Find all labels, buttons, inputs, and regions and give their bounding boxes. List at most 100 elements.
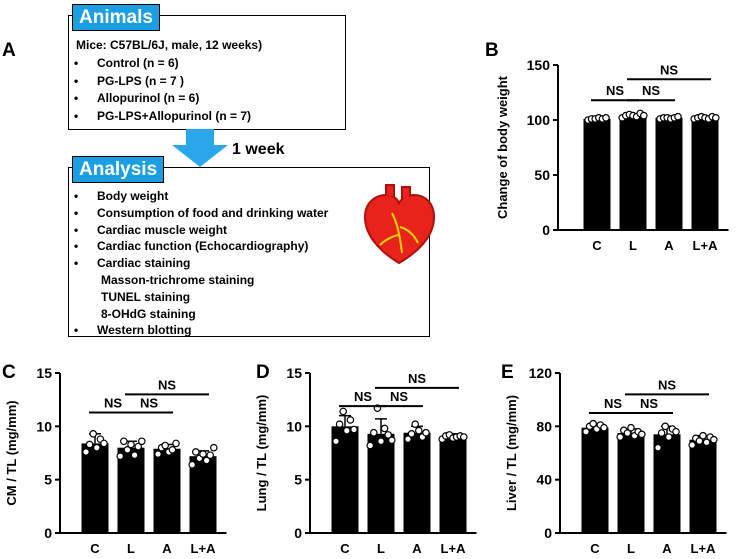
data-point — [674, 112, 682, 121]
data-point — [589, 419, 598, 428]
data-point — [85, 440, 94, 449]
data-point — [702, 438, 711, 447]
significance-label: NS — [640, 396, 658, 411]
analysis-bullet: • — [74, 205, 79, 220]
x-tick-label: A — [662, 541, 672, 556]
data-point — [188, 460, 197, 469]
data-point — [616, 433, 625, 441]
analysis-item: Cardiac function (Echocardiography) — [97, 239, 309, 254]
bar — [619, 115, 647, 230]
significance-label: NS — [606, 83, 624, 98]
down-arrow-icon — [172, 129, 228, 167]
panel-label-d: D — [256, 362, 270, 383]
data-point — [346, 416, 355, 424]
animal-group-item: Control (n = 6) — [97, 56, 179, 70]
x-tick-label: A — [664, 238, 674, 253]
y-axis-label: Lung / TL (mg/mm) — [254, 395, 269, 512]
data-point — [380, 424, 389, 433]
data-point — [422, 428, 430, 437]
data-point — [411, 420, 420, 428]
significance-label: NS — [390, 389, 408, 404]
y-tick-label: 5 — [44, 472, 52, 488]
x-tick-label: L — [629, 238, 637, 253]
y-tick-label: 15 — [286, 365, 302, 381]
data-point — [627, 423, 635, 432]
significance-label: NS — [158, 377, 176, 392]
animals-bullet: • — [74, 73, 79, 88]
significance-label: NS — [354, 389, 372, 404]
significance-label: NS — [658, 377, 676, 392]
analysis-item: Cardiac muscle weight — [97, 222, 228, 237]
panel-label-e: E — [501, 362, 514, 383]
data-point — [339, 407, 348, 416]
data-point — [654, 443, 662, 452]
data-point — [93, 443, 101, 452]
data-point — [388, 436, 396, 445]
x-tick-label: C — [340, 541, 350, 556]
bar — [403, 432, 431, 533]
y-tick-label: 10 — [36, 418, 52, 434]
y-tick-label: 100 — [527, 112, 551, 128]
data-point — [602, 113, 610, 122]
animals-bullet: • — [74, 56, 79, 70]
x-tick-label: C — [90, 541, 100, 556]
x-tick-label: L+A — [693, 238, 719, 253]
heart-icon — [363, 184, 436, 265]
analysis-title: Analysis — [72, 156, 165, 183]
animals-bullet: • — [74, 91, 79, 105]
data-point — [366, 441, 375, 450]
data-point — [350, 425, 358, 434]
significance-label: NS — [408, 371, 426, 386]
panel-label-c: C — [2, 362, 16, 383]
data-point — [89, 430, 98, 438]
data-point — [134, 442, 143, 451]
data-point — [688, 441, 697, 449]
y-tick-label: 120 — [529, 365, 553, 381]
y-tick-label: 0 — [294, 525, 302, 541]
data-point — [168, 446, 177, 454]
data-point — [657, 429, 666, 437]
analysis-item: Masson-trichrome staining — [101, 273, 255, 287]
significance-label: NS — [140, 395, 158, 410]
data-point — [127, 440, 135, 449]
x-tick-label: L — [377, 541, 385, 556]
data-point — [172, 439, 180, 448]
significance-label: NS — [604, 396, 622, 411]
data-point — [335, 420, 344, 428]
animal-group-item: PG-LPS (n = 7 ) — [97, 73, 185, 88]
data-point — [370, 428, 378, 437]
data-point — [377, 437, 385, 446]
data-point — [710, 435, 718, 444]
data-point — [199, 450, 207, 458]
analysis-bullet: • — [74, 256, 79, 271]
analysis-bullet: • — [74, 323, 79, 338]
analysis-item: Body weight — [97, 189, 169, 203]
data-point — [460, 433, 468, 441]
data-point — [192, 448, 200, 456]
bar — [367, 433, 395, 533]
data-point — [404, 435, 412, 443]
data-point — [123, 446, 132, 454]
analysis-bullet: • — [74, 239, 79, 254]
data-point — [130, 451, 139, 459]
data-point — [699, 431, 707, 440]
x-tick-label: L+A — [191, 541, 217, 556]
y-axis-label: Liver / TL (mg/mm) — [504, 395, 519, 511]
animals-bullet: • — [74, 108, 79, 123]
bar — [189, 456, 217, 533]
x-tick-label: L+A — [691, 541, 717, 556]
bar — [691, 117, 719, 230]
x-tick-label: L — [627, 541, 635, 556]
y-tick-label: 5 — [294, 472, 302, 488]
data-point — [343, 426, 351, 435]
data-point — [695, 437, 704, 445]
x-tick-label: L — [127, 541, 135, 556]
y-tick-label: 15 — [36, 365, 52, 381]
panel-label-a: A — [2, 40, 16, 61]
data-point — [623, 429, 632, 437]
analysis-bullet: • — [74, 222, 79, 237]
